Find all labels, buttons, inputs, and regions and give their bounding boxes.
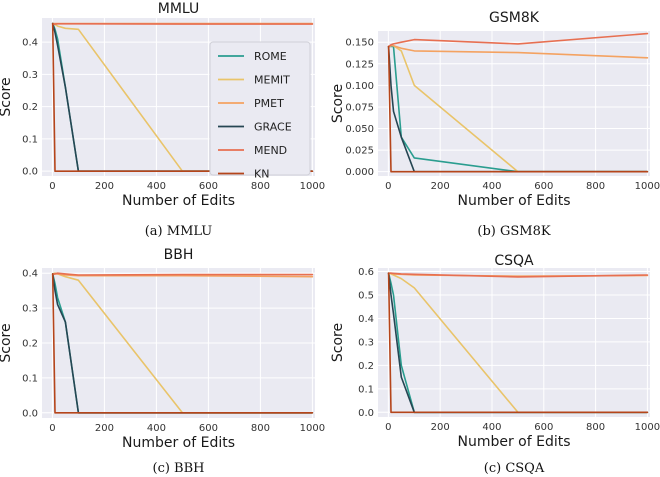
chart-title: BBH	[164, 247, 194, 263]
series-line-kn	[51, 273, 314, 414]
y-tick-label: 0.100	[345, 81, 374, 92]
y-tick-label: 0.125	[345, 59, 374, 70]
legend-label-memit: MEMIT	[254, 74, 290, 87]
series-line-mend	[51, 272, 314, 276]
legend-label-rome: ROME	[254, 50, 287, 63]
panel-bbh: 0.0 0.1 0.2 0.3 0.4 0 200 400 600 800 1000 BBH Numbe…	[0, 247, 325, 476]
y-tick-label: 0.3	[358, 337, 374, 348]
x-tick-label: 400	[482, 181, 501, 192]
panel-mmlu: 0.0 0.1 0.2 0.3 0.4 0 200 400 600 800 1000 MMLU Numb…	[0, 1, 325, 239]
y-axis-label: Score	[330, 323, 346, 362]
series-line-kn	[51, 22, 314, 172]
y-tick-label: 0.3	[22, 304, 38, 315]
chart-title: GSM8K	[489, 10, 540, 26]
y-tick-label: 0.4	[22, 38, 38, 49]
series-line-mend	[51, 22, 314, 26]
series-line-kn	[387, 45, 649, 173]
y-axis-label: Score	[330, 84, 346, 123]
panel-caption: (c) CSQA	[484, 461, 545, 476]
legend-box	[209, 41, 311, 176]
x-tick-label: 1000	[300, 423, 325, 434]
x-tick-label: 800	[251, 181, 270, 192]
legend-label-grace: GRACE	[254, 121, 292, 134]
x-axis-label: Number of Edits	[122, 193, 235, 209]
y-tick-label: 0.2	[358, 361, 374, 372]
y-axis-label: Score	[0, 77, 14, 116]
x-axis-label: Number of Edits	[457, 193, 570, 209]
x-tick-label: 200	[95, 423, 114, 434]
plot-background	[378, 268, 650, 417]
x-tick-label: 0	[49, 181, 55, 192]
y-tick-label: 0.3	[22, 70, 38, 81]
y-tick-label: 0.050	[345, 124, 374, 135]
legend-label-mend: MEND	[254, 144, 287, 157]
x-tick-label: 400	[482, 422, 501, 433]
x-tick-label: 600	[199, 423, 218, 434]
x-axis-label: Number of Edits	[457, 434, 570, 450]
x-tick-label: 200	[431, 422, 450, 433]
legend: ROME MEMIT PMET GRACE MEND KN	[209, 41, 311, 181]
panel-csqa: 0.0 0.1 0.2 0.3 0.4 0.5 0.6 0 200 400 600 800 1000 CS…	[330, 253, 660, 476]
series-line-mend	[387, 272, 649, 278]
y-axis-label: Score	[0, 323, 14, 362]
x-tick-label: 0	[385, 181, 391, 192]
chart-title: CSQA	[494, 253, 534, 269]
x-tick-label: 800	[251, 423, 270, 434]
y-tick-label: 0.0	[22, 408, 38, 419]
y-tick-label: 0.4	[22, 269, 38, 280]
y-tick-label: 0.4	[358, 314, 374, 325]
x-tick-label: 1000	[635, 181, 660, 192]
series-line-mend	[387, 32, 649, 48]
x-tick-label: 200	[95, 181, 114, 192]
x-tick-label: 600	[534, 181, 553, 192]
y-tick-label: 0.2	[22, 102, 38, 113]
y-tick-label: 0.1	[358, 384, 374, 395]
x-tick-label: 400	[147, 423, 166, 434]
panel-caption: (c) BBH	[153, 461, 205, 476]
plot-background	[378, 31, 650, 176]
y-tick-label: 0.2	[22, 339, 38, 350]
y-tick-label: 0.0	[22, 167, 38, 178]
panel-gsm8k: 0.000 0.025 0.050 0.075 0.100 0.125 0.150 0 200 4…	[330, 10, 660, 239]
y-tick-label: 0.1	[22, 373, 38, 384]
y-tick-label: 0.150	[345, 38, 374, 49]
x-tick-label: 600	[199, 181, 218, 192]
x-tick-label: 800	[586, 181, 605, 192]
chart-title: MMLU	[158, 1, 200, 17]
y-tick-label: 0.5	[358, 290, 374, 301]
y-tick-label: 0.000	[345, 167, 374, 178]
panel-caption: (a) MMLU	[145, 224, 213, 239]
y-tick-label: 0.0	[358, 408, 374, 419]
series-line-kn	[387, 272, 649, 414]
x-axis-label: Number of Edits	[122, 435, 235, 451]
legend-label-pmet: PMET	[254, 97, 284, 110]
x-tick-label: 600	[534, 422, 553, 433]
legend-label-kn: KN	[254, 168, 269, 181]
y-tick-label: 0.025	[345, 146, 374, 157]
x-tick-label: 400	[147, 181, 166, 192]
x-tick-label: 1000	[635, 422, 660, 433]
y-tick-label: 0.075	[345, 102, 374, 113]
panel-caption: (b) GSM8K	[477, 224, 550, 239]
x-tick-label: 200	[431, 181, 450, 192]
x-tick-label: 1000	[300, 181, 325, 192]
y-tick-label: 0.6	[358, 267, 374, 278]
y-tick-label: 0.1	[22, 134, 38, 145]
x-tick-label: 800	[586, 422, 605, 433]
x-tick-label: 0	[385, 422, 391, 433]
x-tick-label: 0	[49, 423, 55, 434]
